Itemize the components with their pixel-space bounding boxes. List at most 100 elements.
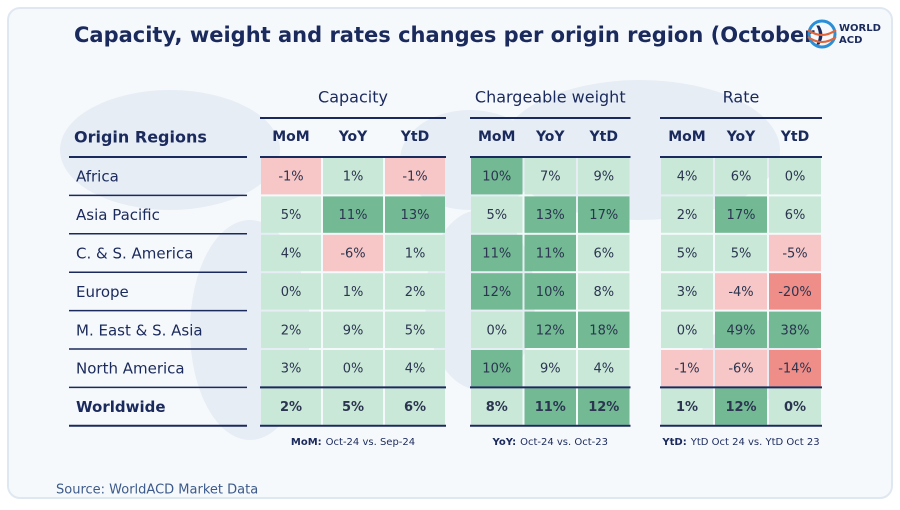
cell: [471, 196, 523, 233]
cell: [471, 158, 523, 195]
cell-value: 13%: [536, 208, 565, 223]
cell: [661, 350, 713, 387]
cell: [471, 311, 523, 348]
cell: [385, 311, 445, 348]
group-header: Rate: [723, 88, 760, 107]
cell-value: 18%: [589, 323, 618, 338]
cell: [769, 234, 821, 272]
cell-value: 2%: [405, 285, 426, 300]
cell: [385, 196, 445, 233]
cell: [471, 234, 523, 272]
region-label: Asia Pacific: [76, 206, 160, 224]
cell-value: 4%: [281, 247, 302, 262]
column-header: YoY: [726, 129, 756, 145]
cell-value: -4%: [728, 285, 753, 300]
cell: [524, 311, 576, 348]
cell: [323, 273, 383, 310]
cell-value: 9%: [343, 323, 364, 338]
cell-value: 1%: [676, 400, 698, 415]
cell: [385, 273, 445, 310]
cell: [661, 234, 713, 272]
cell-value: 1%: [405, 247, 426, 262]
cell-value: 2%: [677, 208, 698, 223]
cell-value: 0%: [281, 285, 302, 300]
cell-value: 8%: [486, 400, 508, 415]
cell-value: 12%: [588, 400, 619, 415]
cell: [524, 388, 576, 425]
title: Capacity, weight and rates changes per o…: [74, 23, 824, 47]
cell-value: 6%: [593, 247, 614, 262]
cell-value: 11%: [536, 247, 565, 262]
cell: [578, 196, 630, 233]
cell-value: 12%: [482, 285, 511, 300]
region-label: Europe: [76, 283, 129, 301]
cell-value: 3%: [281, 362, 302, 377]
cell: [769, 158, 821, 195]
cell: [715, 273, 767, 310]
cell: [578, 388, 630, 425]
cell: [471, 273, 523, 310]
column-header: MoM: [478, 129, 515, 145]
cell-value: 5%: [281, 208, 302, 223]
cell-value: 6%: [785, 208, 806, 223]
column-header: MoM: [668, 129, 705, 145]
cell-value: -20%: [778, 285, 812, 300]
cell: [323, 311, 383, 348]
cell: [524, 273, 576, 310]
cell: [715, 350, 767, 387]
cell-value: 3%: [677, 285, 698, 300]
cell-value: 0%: [784, 400, 806, 415]
cell-value: 4%: [677, 170, 698, 185]
cell: [769, 196, 821, 233]
cell: [385, 350, 445, 387]
column-header: YtD: [780, 129, 809, 145]
cell-value: 17%: [727, 208, 756, 223]
logo: WORLD ACD: [807, 19, 881, 49]
cell-value: 9%: [540, 362, 561, 377]
row-header: Origin Regions: [74, 128, 207, 147]
cell-value: 2%: [281, 323, 302, 338]
logo-swoosh: [807, 29, 837, 43]
footnote: MoM: Oct-24 vs. Sep-24: [291, 437, 415, 448]
cell: [715, 311, 767, 348]
cell-value: 0%: [677, 323, 698, 338]
cell: [769, 350, 821, 387]
cell: [524, 196, 576, 233]
footnote: YoY: Oct-24 vs. Oct-23: [492, 437, 609, 448]
cell-value: 2%: [280, 400, 302, 415]
cell-value: 8%: [593, 285, 614, 300]
region-label: M. East & S. Asia: [76, 321, 203, 339]
cell-value: -6%: [340, 247, 365, 262]
cell-value: -6%: [728, 362, 753, 377]
cell: [323, 158, 383, 195]
cell-value: 10%: [482, 170, 511, 185]
source: Source: WorldACD Market Data: [56, 483, 258, 498]
column-header: YoY: [338, 129, 368, 145]
logo-icon: [807, 19, 837, 49]
cell: [661, 196, 713, 233]
cell: [323, 388, 383, 425]
cell: [769, 311, 821, 348]
cell: [578, 273, 630, 310]
cell: [471, 350, 523, 387]
cell-value: 7%: [540, 170, 561, 185]
footnote: YtD: YtD Oct 24 vs. YtD Oct 23: [661, 437, 819, 448]
footnote-text: Oct-24 vs. Sep-24: [326, 437, 415, 448]
cell-value: 5%: [677, 247, 698, 262]
cell: [524, 350, 576, 387]
region-label: North America: [76, 360, 185, 378]
cell: [261, 158, 321, 195]
cell: [715, 158, 767, 195]
cell-value: 10%: [482, 362, 511, 377]
cell: [715, 388, 767, 425]
cell-value: 9%: [593, 170, 614, 185]
cell: [661, 311, 713, 348]
cell-value: 4%: [593, 362, 614, 377]
cell-value: 6%: [731, 170, 752, 185]
cell-value: 49%: [727, 323, 756, 338]
cell: [323, 350, 383, 387]
cell-value: 5%: [405, 323, 426, 338]
cell-value: 0%: [486, 323, 507, 338]
